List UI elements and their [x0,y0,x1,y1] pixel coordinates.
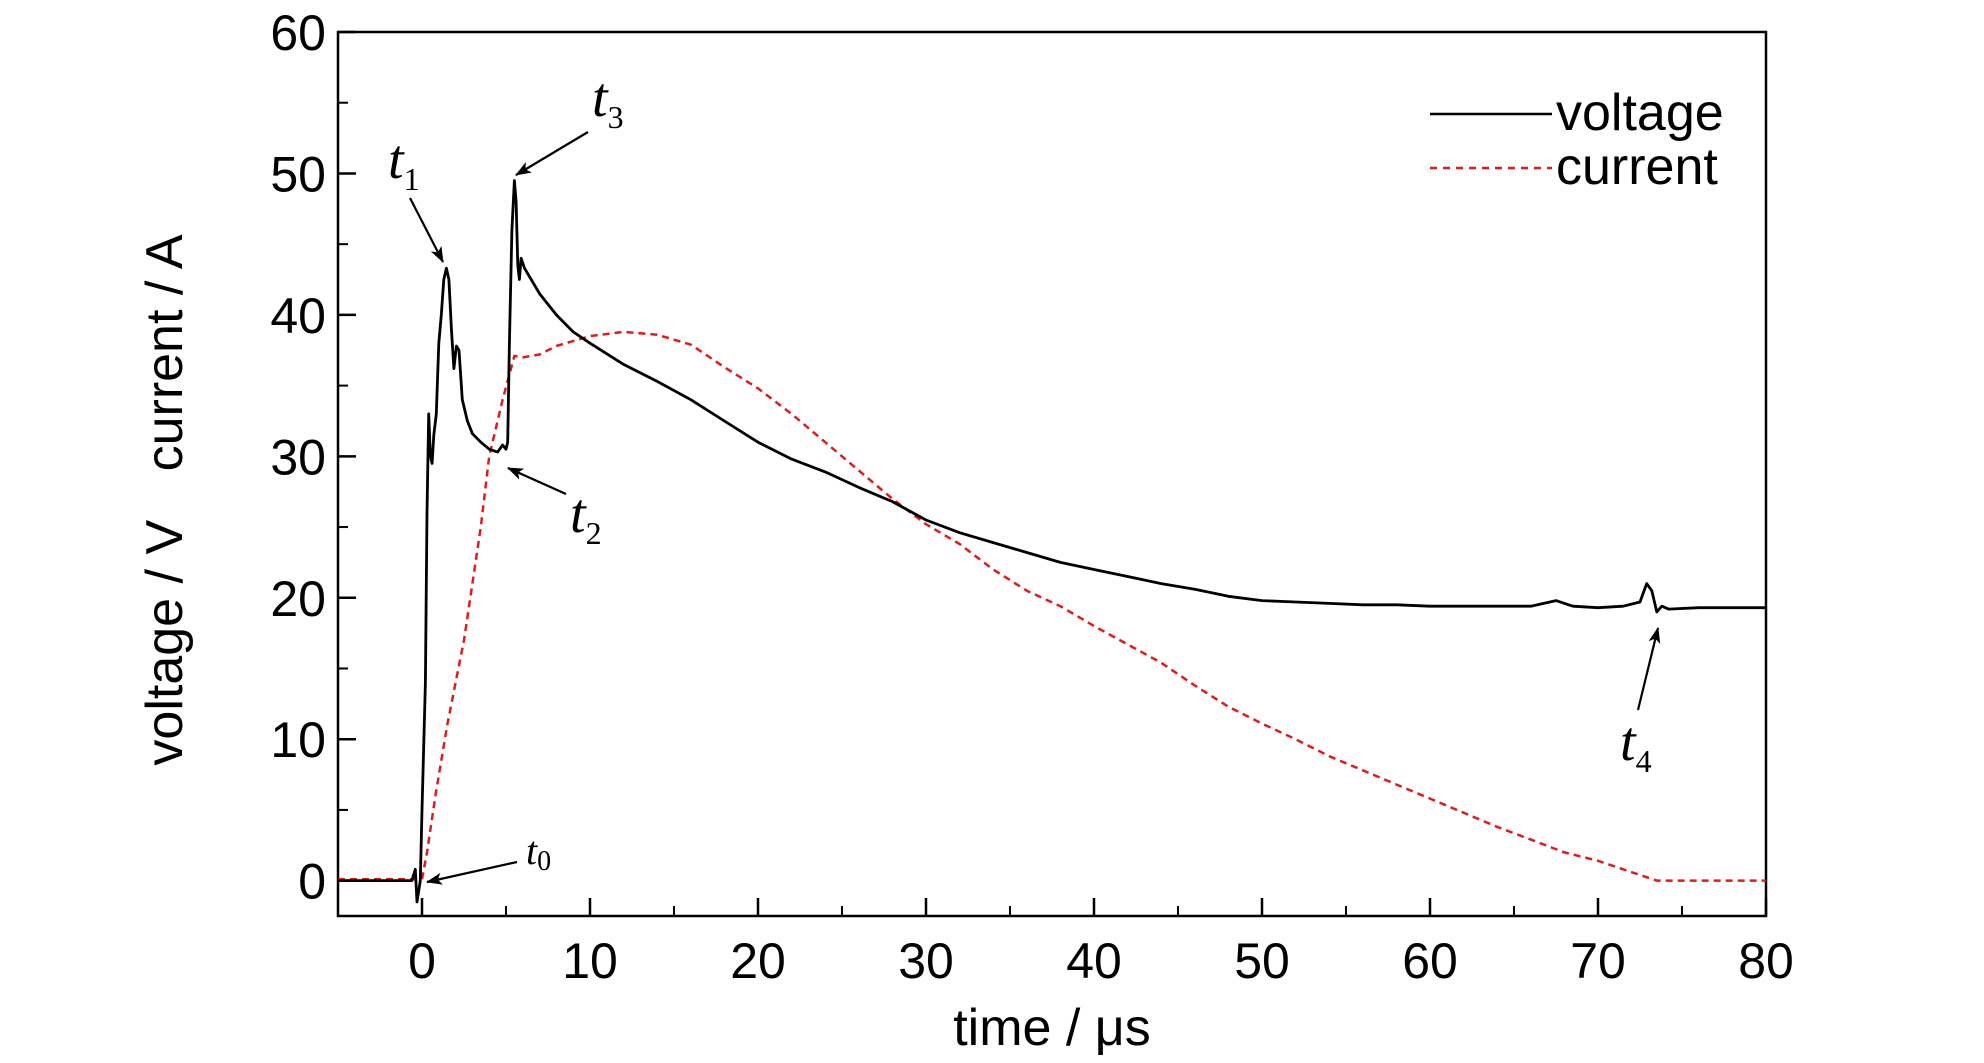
x-tick-label: 0 [408,933,436,989]
annotation-t0-label: t0 [526,828,551,877]
y-axis-title-voltage: voltage / V [136,520,194,766]
annotation-t0-arrow [426,860,518,885]
y-tick-label: 30 [270,429,326,485]
y-tick-label: 40 [270,288,326,344]
annotation-t1-arrow [409,197,444,263]
x-tick-label: 30 [898,933,954,989]
legend-current-label: current [1556,138,1718,196]
legend: voltage current [1430,84,1724,196]
y-tick-label: 60 [270,5,326,61]
x-tick-label: 70 [1570,933,1626,989]
y-tick-label: 20 [270,571,326,627]
x-tick-label: 80 [1738,933,1794,989]
y-tick-label: 50 [270,146,326,202]
annotation-t3-base: t [592,67,609,129]
annotation-t2-label: t2 [570,483,602,551]
x-tick-label: 40 [1066,933,1122,989]
x-axis-title: time / μs [953,999,1151,1057]
annotation-t1-label: t1 [388,129,420,197]
y-axis-title: voltage / V current / A [136,234,194,765]
annotation-t3-arrow [515,131,589,176]
annotation-t2-base: t [570,483,587,545]
annotation-t4-arrow [1636,627,1661,711]
annotation-t4-label: t4 [1620,711,1652,779]
annotation-t4-subscript: 4 [1636,743,1652,779]
x-tick-label: 50 [1234,933,1290,989]
x-tick-label: 10 [562,933,618,989]
series-voltage-line [338,179,1766,904]
plot-frame [336,30,1768,918]
annotation-t0-base: t [526,828,538,873]
y-axis-title-current: current / A [136,234,194,471]
plot-area [338,179,1766,904]
annotation-t4-base: t [1620,711,1637,773]
legend-voltage-label: voltage [1556,84,1724,142]
series-current-line [338,330,1766,882]
y-tick-label: 0 [298,854,326,910]
y-axis: 0 10 20 30 40 50 60 [270,5,356,910]
annotation-t1-base: t [388,129,405,191]
annotation-t2-subscript: 2 [586,515,602,551]
annotation-t3-label: t3 [592,67,624,135]
y-tick-label: 10 [270,712,326,768]
annotation-t0-subscript: 0 [537,846,551,877]
annotation-t2-arrow [507,466,567,496]
x-axis: 0 10 20 30 40 50 60 70 80 [408,898,1794,989]
annotation-t1-subscript: 1 [404,161,420,197]
x-tick-label: 20 [730,933,786,989]
x-tick-label: 60 [1402,933,1458,989]
annotation-t3-subscript: 3 [608,99,624,135]
